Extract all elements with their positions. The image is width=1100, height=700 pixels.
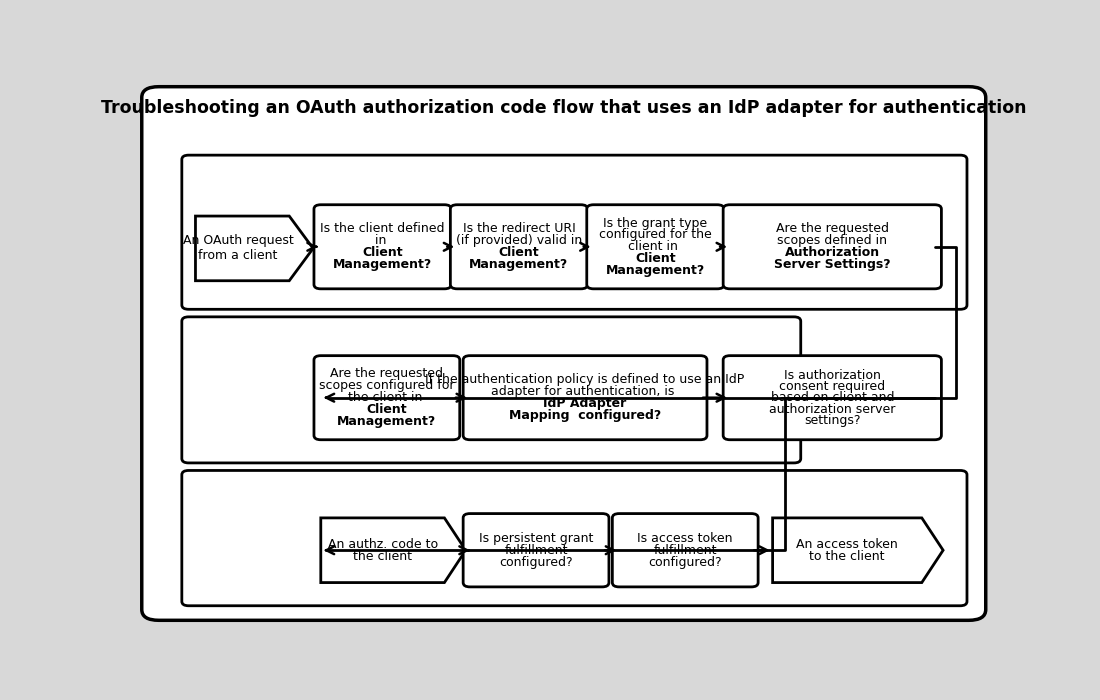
Text: Is access token: Is access token: [638, 532, 733, 545]
FancyBboxPatch shape: [182, 317, 801, 463]
Text: scopes configured for: scopes configured for: [319, 379, 454, 392]
FancyBboxPatch shape: [314, 204, 451, 289]
Text: Is persistent grant: Is persistent grant: [478, 532, 593, 545]
Text: Is the grant type: Is the grant type: [603, 216, 707, 230]
Text: configured for the: configured for the: [600, 228, 712, 242]
Text: An OAuth request
from a client: An OAuth request from a client: [183, 234, 294, 262]
FancyBboxPatch shape: [450, 204, 587, 289]
FancyBboxPatch shape: [723, 204, 942, 289]
Text: fulfillment: fulfillment: [653, 544, 717, 556]
FancyBboxPatch shape: [586, 204, 724, 289]
Text: Mapping  configured?: Mapping configured?: [509, 409, 661, 422]
Text: in: in: [375, 234, 390, 247]
Text: Server Settings?: Server Settings?: [774, 258, 891, 271]
FancyBboxPatch shape: [463, 356, 707, 440]
Text: fulfillment: fulfillment: [504, 544, 568, 556]
Text: Client: Client: [366, 403, 407, 416]
Text: scopes defined in: scopes defined in: [778, 234, 888, 247]
Text: IdP Adapter: IdP Adapter: [543, 397, 627, 410]
Text: Client: Client: [498, 246, 539, 259]
Text: Is the redirect URI: Is the redirect URI: [463, 223, 575, 235]
Text: Management?: Management?: [606, 264, 705, 277]
Text: configured?: configured?: [648, 556, 722, 568]
Text: to the client: to the client: [810, 550, 886, 563]
Text: Is the client defined: Is the client defined: [320, 223, 444, 235]
Text: Troubleshooting an OAuth authorization code flow that uses an IdP adapter for au: Troubleshooting an OAuth authorization c…: [101, 99, 1026, 118]
Text: authorization server: authorization server: [769, 402, 895, 416]
Text: Management?: Management?: [338, 415, 437, 428]
FancyBboxPatch shape: [613, 514, 758, 587]
Text: Authorization: Authorization: [784, 246, 880, 259]
Text: client in: client in: [628, 240, 682, 253]
Polygon shape: [772, 518, 943, 582]
Text: the client: the client: [353, 550, 412, 563]
Text: Client: Client: [635, 252, 675, 265]
Text: An access token: An access token: [796, 538, 898, 551]
Text: Are the requested: Are the requested: [776, 223, 889, 235]
Text: Are the requested: Are the requested: [330, 368, 443, 381]
FancyBboxPatch shape: [142, 87, 986, 620]
Text: the client in: the client in: [348, 391, 426, 404]
Text: settings?: settings?: [804, 414, 860, 427]
Text: adapter for authentication, is: adapter for authentication, is: [492, 385, 679, 398]
Text: based on client and: based on client and: [770, 391, 894, 404]
Text: Management?: Management?: [470, 258, 569, 271]
Text: Is authorization: Is authorization: [784, 369, 881, 382]
Text: (if provided) valid in: (if provided) valid in: [455, 234, 582, 247]
Text: Management?: Management?: [333, 258, 432, 271]
FancyBboxPatch shape: [723, 356, 942, 440]
Polygon shape: [196, 216, 314, 281]
Polygon shape: [321, 518, 465, 582]
Text: configured?: configured?: [499, 556, 573, 568]
Text: consent required: consent required: [779, 380, 886, 393]
Text: If the authentication policy is defined to use an IdP: If the authentication policy is defined …: [426, 373, 745, 386]
Text: Client: Client: [362, 246, 403, 259]
FancyBboxPatch shape: [182, 470, 967, 606]
FancyBboxPatch shape: [182, 155, 967, 309]
FancyBboxPatch shape: [314, 356, 460, 440]
FancyBboxPatch shape: [463, 514, 609, 587]
Text: An authz. code to: An authz. code to: [328, 538, 438, 551]
